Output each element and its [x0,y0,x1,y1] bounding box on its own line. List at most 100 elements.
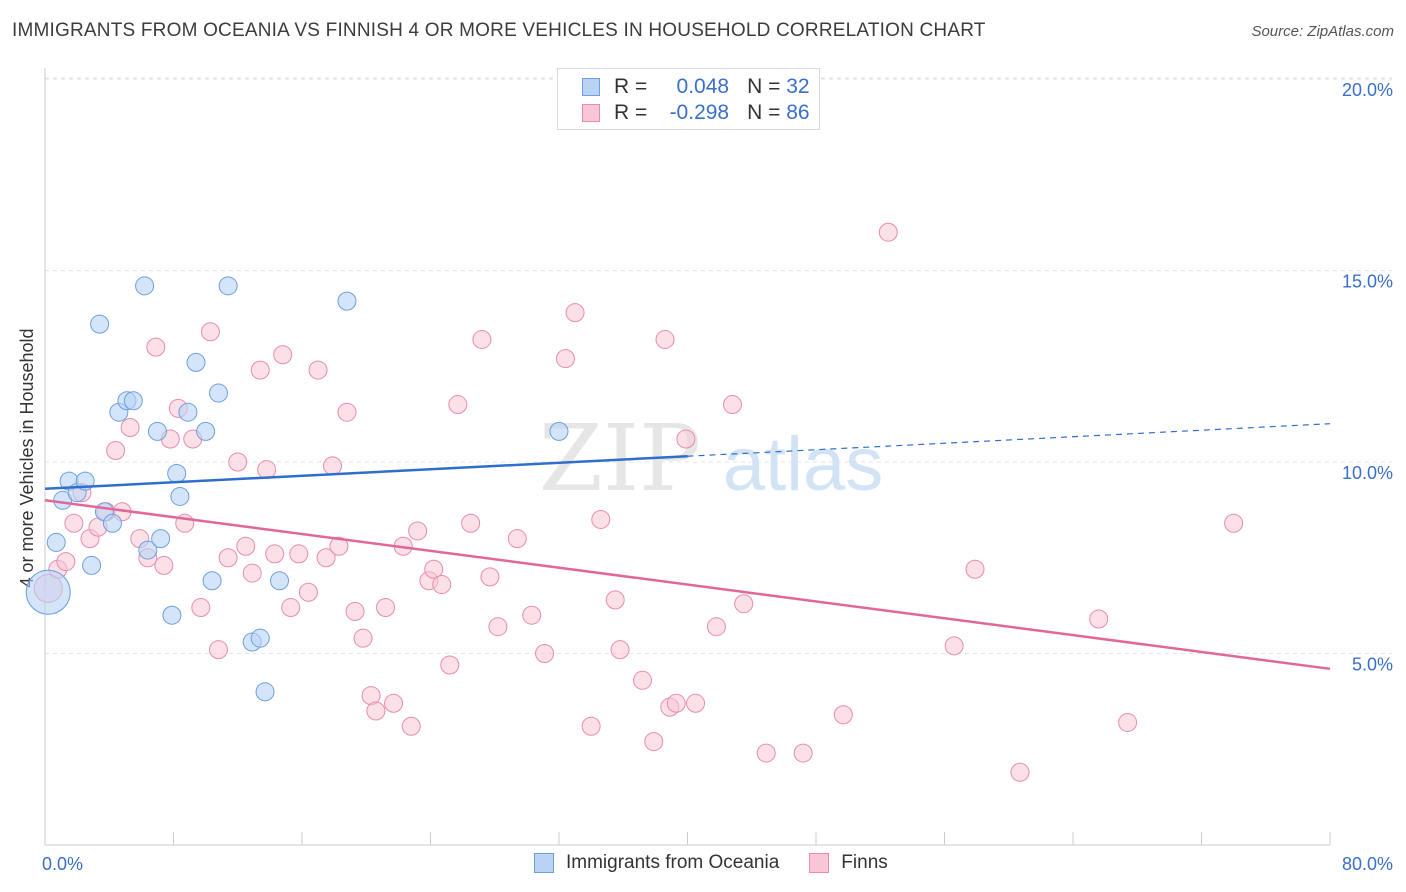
finns-point [316,548,336,568]
finns-point [488,617,508,637]
finns-point [208,640,228,660]
n-label: N = [747,101,781,124]
n-value: 32 [786,75,810,98]
legend-row-oceania: R = 0.048 N = 32 [582,74,810,100]
finns-point [591,509,611,529]
finns-point [323,456,343,476]
finns-point [522,605,542,625]
finns-point [756,743,776,763]
finns-point [345,601,365,621]
finns-trend-line [44,499,1331,671]
finns-point [289,544,309,564]
source-credit: Source: ZipAtlas.com [1251,23,1394,40]
finns-point [273,345,293,365]
n-label: N = [747,75,781,98]
finns-point [281,598,301,618]
watermark: ZIP atlas [539,405,883,512]
finns-point [200,322,220,342]
oceania-point [170,486,190,506]
oceania-point [186,352,206,372]
r-value: -0.298 [669,101,730,124]
finns-point [1089,609,1109,629]
x-tick-label: 0.0% [42,854,83,874]
y-tick-label: 20.0% [1342,80,1393,100]
finns-point [965,559,985,579]
oceania-swatch [534,853,554,873]
finns-point [1224,513,1244,533]
legend-item-oceania[interactable]: Immigrants from Oceania [534,852,779,874]
finns-point [610,640,630,660]
legend-row-finns: R = -0.298 N = 86 [582,100,810,126]
oceania-point [135,276,155,296]
finns-point [298,582,318,602]
oceania-point [250,628,270,648]
oceania-point [138,540,158,560]
finns-points [33,222,1244,782]
finns-point [878,222,898,242]
finns-swatch [582,104,600,122]
oceania-point [25,569,71,615]
r-label: R = [614,101,648,124]
finns-point [605,590,625,610]
finns-point [581,716,601,736]
finns-point [706,617,726,637]
oceania-point [178,402,198,422]
finns-point [64,513,84,533]
n-value: 86 [786,101,810,124]
oceania-points [25,276,569,702]
finns-point [308,360,328,380]
chart-title: IMMIGRANTS FROM OCEANIA VS FINNISH 4 OR … [12,20,986,41]
oceania-trend-extension [687,423,1331,457]
y-axis-label: 4 or more Vehicles in Household [17,328,37,587]
finns-point [146,337,166,357]
finns-point [833,705,853,725]
finns-point [376,598,396,618]
finns-point [154,555,174,575]
finns-point [686,693,706,713]
axes [44,68,1331,846]
oceania-point [202,571,222,591]
correlation-legend: R = 0.048 N = 32 R = -0.298 N = 86 [557,68,820,130]
finns-point [242,563,262,583]
finns-point [461,513,481,533]
finns-point [676,429,696,449]
oceania-point [102,513,122,533]
finns-swatch [809,853,830,873]
finns-point [507,529,527,549]
finns-point [265,544,285,564]
oceania-point [90,314,110,334]
finns-point [633,670,653,690]
finns-point [236,536,256,556]
finns-point [384,693,404,713]
finns-point [480,567,500,587]
oceania-point [218,276,238,296]
oceania-point [162,605,182,625]
finns-point [120,418,140,438]
y-tick-label: 5.0% [1352,655,1393,675]
finns-point [257,460,277,480]
finns-point [555,349,575,369]
finns-point [734,594,754,614]
series-legend: Immigrants from Oceania Finns [534,852,918,874]
y-tick-labels: 5.0% 10.0% 15.0% 20.0% [1342,80,1393,675]
r-label: R = [614,75,648,98]
oceania-point [549,421,569,441]
finns-point [424,559,444,579]
oceania-point [270,571,290,591]
finns-point [228,452,248,472]
oceania-point [147,421,167,441]
oceania-point [255,682,275,702]
finns-point [448,395,468,415]
oceania-trend-line [44,455,688,491]
watermark-atlas: atlas [723,422,884,507]
finns-point [329,536,349,556]
oceania-point [151,529,171,549]
oceania-point [337,291,357,311]
oceania-point [196,421,216,441]
finns-point [191,598,211,618]
legend-label: Immigrants from Oceania [566,852,780,873]
oceania-point [123,391,143,411]
legend-item-finns[interactable]: Finns [809,852,888,874]
finns-point [565,303,585,323]
